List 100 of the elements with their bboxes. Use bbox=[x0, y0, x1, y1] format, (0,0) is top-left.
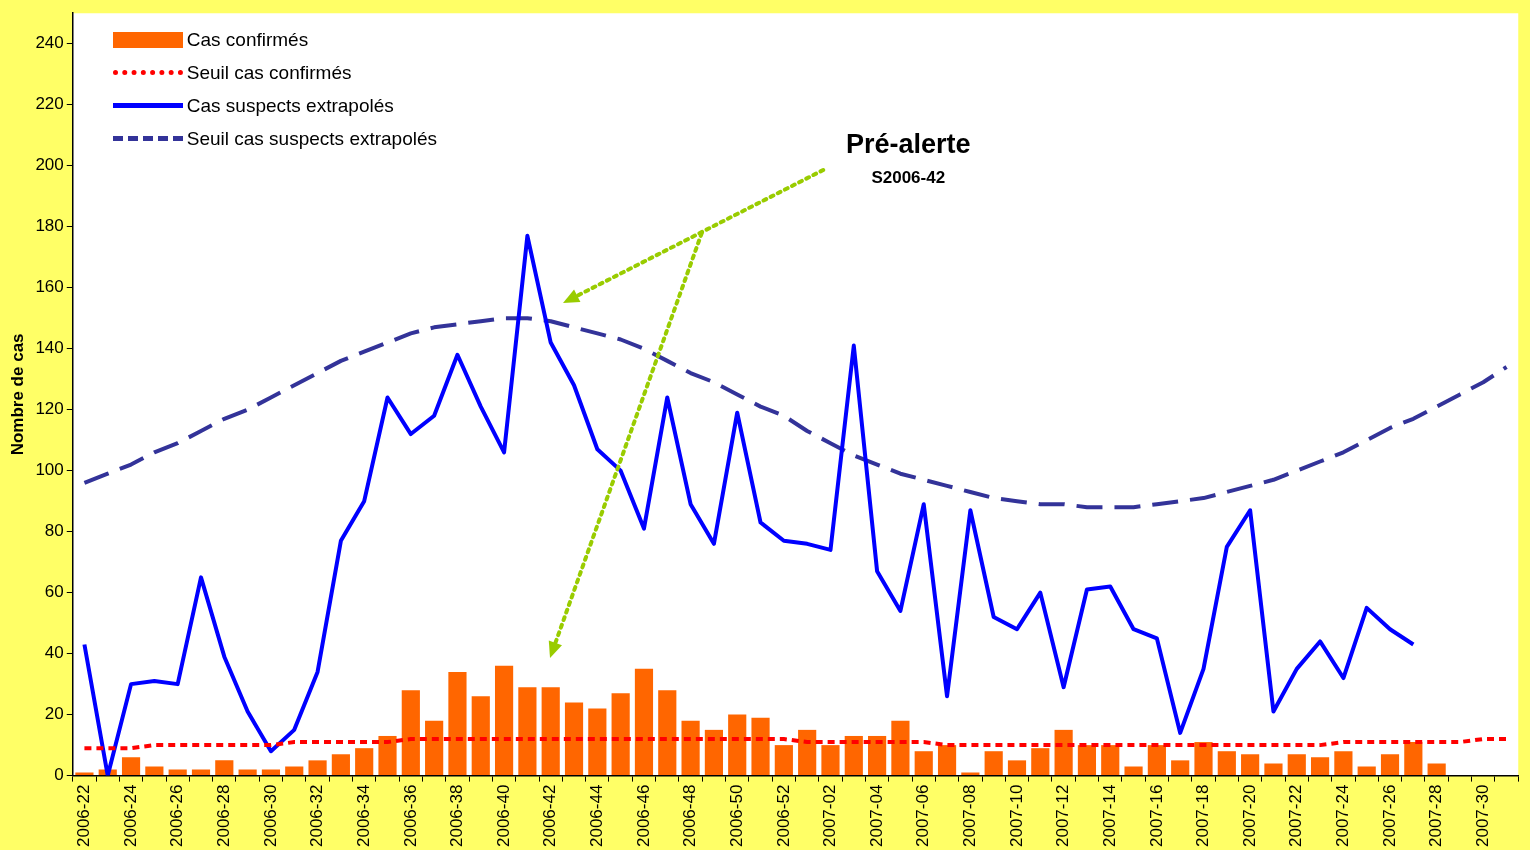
x-tick-label: 2006-36 bbox=[400, 784, 420, 847]
annotation: S2006-42 bbox=[871, 167, 946, 187]
bar bbox=[1357, 766, 1376, 776]
bar bbox=[751, 717, 770, 776]
legend-label: Cas confirmés bbox=[186, 28, 309, 51]
bar bbox=[494, 665, 514, 776]
bar bbox=[1147, 745, 1166, 776]
x-tick-label: 2007-22 bbox=[1286, 784, 1306, 847]
bar bbox=[215, 760, 234, 776]
bar bbox=[1217, 751, 1236, 776]
x-tick-label: 2007-02 bbox=[820, 784, 840, 847]
x-tick-label: 2007-20 bbox=[1239, 784, 1259, 847]
x-tick-label: 2007-10 bbox=[1006, 784, 1026, 847]
bar bbox=[285, 766, 304, 776]
y-tick-label: 100 bbox=[35, 460, 64, 480]
x-tick-label: 2006-32 bbox=[307, 784, 327, 847]
bar bbox=[611, 693, 630, 776]
y-tick-label: 140 bbox=[35, 338, 64, 358]
bar bbox=[425, 720, 444, 776]
bar bbox=[401, 690, 420, 776]
x-tick-label: 2006-22 bbox=[74, 784, 94, 847]
bar bbox=[145, 766, 164, 776]
y-tick-label: 200 bbox=[35, 155, 64, 175]
bar bbox=[355, 748, 374, 776]
bar bbox=[1171, 760, 1190, 776]
y-tick-label: 160 bbox=[35, 277, 64, 297]
bar bbox=[1054, 729, 1073, 776]
bar bbox=[891, 720, 910, 776]
bar bbox=[681, 720, 700, 776]
x-tick-label: 2006-28 bbox=[213, 784, 233, 847]
x-tick-label: 2007-28 bbox=[1426, 784, 1446, 847]
bar bbox=[1077, 745, 1097, 776]
bar bbox=[658, 690, 677, 776]
x-tick-label: 2006-50 bbox=[726, 784, 746, 847]
bar bbox=[1334, 751, 1353, 776]
bar bbox=[331, 754, 350, 776]
bar bbox=[518, 687, 537, 776]
x-tick-label: 2007-14 bbox=[1099, 784, 1119, 847]
annotation: Pré-alerte bbox=[845, 128, 971, 159]
bar bbox=[1380, 754, 1400, 776]
bar bbox=[844, 735, 863, 776]
bar bbox=[1404, 742, 1423, 776]
bar bbox=[821, 745, 840, 776]
legend-label: Seuil cas confirmés bbox=[186, 61, 352, 84]
x-tick-label: 2006-26 bbox=[167, 784, 187, 847]
x-tick-label: 2006-24 bbox=[120, 784, 140, 847]
x-tick-label: 2007-26 bbox=[1379, 784, 1399, 847]
bar bbox=[1007, 760, 1027, 776]
bar bbox=[868, 735, 887, 776]
bar bbox=[1031, 748, 1050, 776]
bar bbox=[634, 668, 654, 776]
x-tick-label: 2006-34 bbox=[353, 784, 373, 847]
x-tick-label: 2007-24 bbox=[1333, 784, 1353, 847]
x-tick-label: 2006-40 bbox=[493, 784, 513, 847]
x-tick-label: 2007-16 bbox=[1146, 784, 1166, 847]
y-tick-label: 180 bbox=[35, 216, 64, 236]
x-tick-label: 2007-08 bbox=[960, 784, 980, 847]
bar bbox=[378, 735, 397, 776]
legend-label: Cas suspects extrapolés bbox=[186, 94, 394, 117]
bar bbox=[448, 671, 467, 776]
bar bbox=[1194, 742, 1213, 776]
bar bbox=[564, 702, 584, 776]
bar bbox=[1427, 763, 1446, 776]
line-series bbox=[82, 737, 1509, 751]
y-tick-label: 220 bbox=[35, 94, 64, 114]
x-tick-label: 2006-44 bbox=[587, 784, 607, 847]
y-tick-label: 40 bbox=[44, 643, 64, 663]
bar bbox=[774, 745, 793, 776]
x-tick-label: 2006-30 bbox=[260, 784, 280, 847]
bar bbox=[471, 696, 490, 776]
bar bbox=[704, 729, 723, 776]
bar bbox=[798, 729, 817, 776]
x-tick-label: 2006-52 bbox=[773, 784, 793, 847]
x-tick-label: 2007-30 bbox=[1472, 784, 1492, 847]
x-tick-label: 2006-48 bbox=[680, 784, 700, 847]
x-tick-label: 2007-04 bbox=[866, 784, 886, 847]
bar bbox=[588, 708, 607, 776]
x-tick-label: 2007-18 bbox=[1193, 784, 1213, 847]
y-tick-label: 0 bbox=[54, 765, 64, 785]
x-tick-label: 2006-38 bbox=[447, 784, 467, 847]
y-tick-label: 60 bbox=[44, 582, 64, 602]
bar bbox=[914, 751, 933, 776]
y-tick-label: 120 bbox=[35, 399, 64, 419]
bar bbox=[1264, 763, 1283, 776]
y-tick-label: 20 bbox=[44, 704, 64, 724]
line-series bbox=[82, 316, 1509, 510]
bar bbox=[541, 687, 560, 776]
bar bbox=[937, 745, 957, 776]
bar bbox=[728, 714, 747, 776]
bar bbox=[984, 751, 1003, 776]
x-tick-label: 2007-06 bbox=[913, 784, 933, 847]
bar bbox=[1287, 754, 1306, 776]
x-tick-label: 2007-12 bbox=[1053, 784, 1073, 847]
bar bbox=[121, 757, 141, 776]
bar bbox=[308, 760, 327, 776]
x-tick-label: 2006-42 bbox=[540, 784, 560, 847]
bar bbox=[1241, 754, 1260, 776]
bar bbox=[1310, 757, 1330, 776]
y-tick-label: 240 bbox=[35, 33, 64, 53]
x-tick-label: 2006-46 bbox=[633, 784, 653, 847]
